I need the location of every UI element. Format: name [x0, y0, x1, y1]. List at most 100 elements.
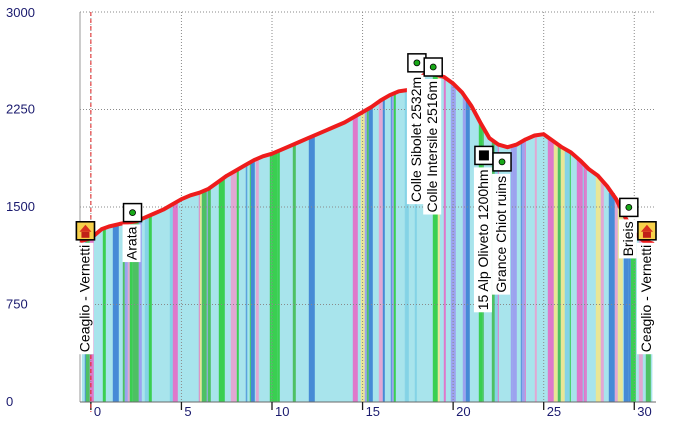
waypoint-label: Ceaglio - Vernetti — [636, 242, 655, 355]
terrain-stripe — [245, 164, 247, 402]
y-tick-label: 3000 — [6, 5, 35, 20]
svg-text:Colle Intersile 2516m: Colle Intersile 2516m — [424, 81, 440, 213]
terrain-stripe — [246, 164, 248, 402]
terrain-stripe — [144, 216, 149, 402]
waypoint: Ceaglio - Vernetti — [636, 221, 657, 355]
terrain-stripe — [582, 163, 584, 402]
waypoint-label: Colle Sibolet 2532m — [406, 74, 425, 205]
terrain-stripe — [366, 109, 369, 402]
terrain-stripe — [249, 162, 251, 402]
terrain-stripe — [553, 142, 558, 402]
terrain-stripe — [576, 160, 583, 402]
waypoint: Colle Intersile 2516m — [423, 57, 443, 215]
x-tick-label: 20 — [456, 404, 470, 419]
waypoint-label: Arata — [122, 224, 141, 263]
terrain-stripe — [271, 152, 278, 402]
waypoint-label: 15 Alp Oliveto 1200hm — [473, 167, 492, 313]
terrain-stripe — [218, 179, 225, 402]
svg-text:Grance Chiot ruins: Grance Chiot ruins — [493, 176, 509, 293]
terrain-stripe — [390, 94, 392, 402]
terrain-stripe — [127, 222, 130, 402]
terrain-stripe — [124, 222, 128, 402]
waypoint-label: Ceaglio - Vernetti — [75, 242, 94, 355]
terrain-stripe — [277, 150, 280, 402]
terrain-stripe — [148, 215, 152, 402]
terrain-stripe — [368, 107, 373, 403]
terrain-stripe — [129, 222, 133, 402]
svg-text:Colle Sibolet 2532m: Colle Sibolet 2532m — [408, 77, 424, 202]
svg-text:Ceaglio - Vernetti: Ceaglio - Vernetti — [76, 245, 92, 352]
terrain-stripes — [81, 73, 653, 403]
terrain-stripe — [250, 160, 255, 402]
terrain-stripe — [199, 192, 202, 402]
waypoint: Grance Chiot ruins — [492, 152, 512, 295]
terrain-stripe — [172, 202, 178, 402]
terrain-stripe — [564, 150, 570, 402]
terrain-stripe — [557, 145, 561, 402]
terrain-stripe — [236, 169, 239, 402]
profile-layer — [79, 71, 655, 246]
terrain-stripe — [547, 139, 554, 403]
terrain-stripe — [198, 192, 200, 402]
terrain-stripe — [230, 171, 237, 402]
summit-icon — [122, 202, 143, 223]
terrain-stripe — [560, 147, 565, 402]
summit-icon — [423, 57, 443, 77]
terrain-stripe — [352, 116, 358, 403]
waypoint-layer: Ceaglio - Vernetti Arata Colle Sibolet 253… — [75, 53, 657, 355]
svg-text:Ceaglio - Vernetti: Ceaglio - Vernetti — [638, 245, 654, 352]
svg-text:15 Alp Oliveto 1200hm: 15 Alp Oliveto 1200hm — [475, 169, 491, 310]
terrain-stripe — [510, 146, 513, 402]
terrain-stripe — [614, 199, 618, 402]
terrain-stripe — [569, 152, 571, 402]
terrain-stripe — [465, 100, 470, 402]
waypoint-label: Grance Chiot ruins — [492, 173, 511, 295]
terrain-stripe — [102, 228, 106, 402]
house-icon — [75, 221, 96, 241]
terrain-stripe — [360, 112, 365, 402]
terrain-stripe — [524, 139, 526, 402]
y-tick-label: 2250 — [6, 102, 35, 117]
terrain-stripe — [432, 74, 438, 402]
summit-icon — [619, 197, 639, 218]
waypoint: Brieis — [618, 197, 639, 259]
terrain-stripe — [132, 221, 139, 402]
terrain-stripe — [308, 136, 315, 402]
terrain-stripe — [207, 188, 211, 402]
x-tick-label: 30 — [637, 404, 651, 419]
waypoint: Colle Sibolet 2532m — [406, 53, 427, 205]
x-tick-label: 0 — [94, 404, 101, 419]
house-icon — [637, 221, 657, 241]
terrain-stripe — [206, 189, 208, 402]
terrain-stripe — [255, 158, 259, 402]
waypoint: Arata — [122, 202, 143, 263]
terrain-stripe — [443, 77, 446, 402]
terrain-stripe — [414, 82, 417, 402]
terrain-stripe — [585, 166, 587, 402]
terrain-stripe — [534, 135, 537, 403]
terrain-stripe — [600, 180, 604, 402]
svg-text:Brieis: Brieis — [620, 221, 636, 256]
terrain-stripe — [405, 90, 409, 402]
terrain-stripe — [122, 223, 125, 402]
terrain-stripe — [450, 83, 456, 402]
hut-icon — [474, 145, 494, 166]
terrain-stripe — [462, 95, 466, 402]
svg-text:Arata: Arata — [124, 226, 140, 260]
summit-icon — [407, 53, 427, 73]
terrain-stripe — [201, 190, 207, 402]
terrain-stripe — [512, 145, 517, 402]
x-tick-label: 15 — [366, 404, 380, 419]
summit-icon — [492, 152, 512, 172]
terrain-stripe — [269, 154, 272, 402]
profile-line — [79, 71, 655, 246]
terrain-stripe — [608, 193, 615, 402]
terrain-stripe — [364, 110, 367, 402]
terrain-stripe — [112, 224, 119, 402]
terrain-stripe — [382, 98, 385, 402]
x-tick-label: 10 — [275, 404, 289, 419]
waypoint-label: Colle Intersile 2516m — [423, 79, 442, 215]
terrain-stripe — [628, 225, 631, 402]
terrain-stripe — [391, 93, 394, 403]
